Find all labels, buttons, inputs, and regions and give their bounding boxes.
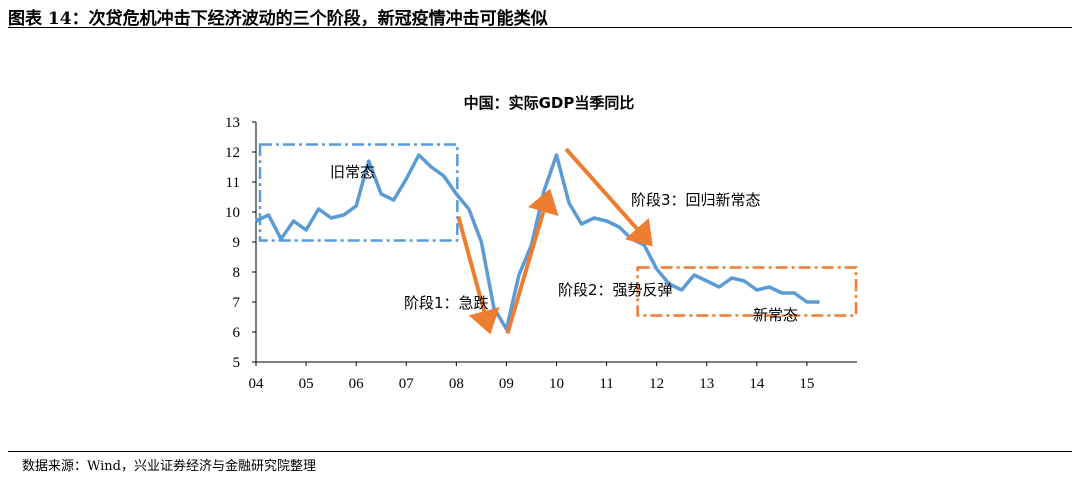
data-point xyxy=(731,277,733,279)
data-point xyxy=(368,160,370,162)
stage2-arrow xyxy=(505,188,559,335)
top-rule xyxy=(8,27,1072,28)
x-tick-label: 06 xyxy=(349,376,365,392)
data-point xyxy=(581,223,583,225)
data-point xyxy=(718,286,720,288)
old-normal-box xyxy=(258,143,459,242)
y-tick-label: 12 xyxy=(225,145,240,161)
data-point xyxy=(405,178,407,180)
data-point xyxy=(318,208,320,210)
data-point xyxy=(618,226,620,228)
data-point xyxy=(305,229,307,231)
new-normal-label: 新常态 xyxy=(753,306,798,324)
new-normal-box xyxy=(636,266,858,317)
data-point xyxy=(656,268,658,270)
data-point xyxy=(268,214,270,216)
data-point xyxy=(543,190,545,192)
data-point xyxy=(480,241,482,243)
x-tick-label: 10 xyxy=(549,376,564,392)
x-tick-label: 12 xyxy=(649,376,664,392)
data-point xyxy=(781,292,783,294)
data-point xyxy=(330,217,332,219)
y-tick-label: 5 xyxy=(233,355,241,371)
data-point xyxy=(280,238,282,240)
x-tick-label: 08 xyxy=(449,376,464,392)
data-point xyxy=(693,274,695,276)
data-point xyxy=(568,202,570,204)
data-point xyxy=(606,220,608,222)
x-tick-label: 15 xyxy=(799,376,814,392)
data-point xyxy=(793,292,795,294)
data-point xyxy=(355,205,357,207)
x-tick-label: 04 xyxy=(249,376,265,392)
gdp-series-line xyxy=(255,153,820,331)
stage2-label: 阶段2：强势反弹 xyxy=(558,281,673,299)
figure-title: 图表 14：次贷危机冲击下经济波动的三个阶段，新冠疫情冲击可能类似 xyxy=(8,9,548,29)
data-point xyxy=(380,193,382,195)
data-point xyxy=(518,274,520,276)
x-tick-label: 07 xyxy=(399,376,415,392)
x-tick-label: 14 xyxy=(749,376,765,392)
y-tick-label: 11 xyxy=(226,175,240,191)
data-point xyxy=(255,220,257,222)
data-point xyxy=(593,217,595,219)
stage3-label: 阶段3：回归新常态 xyxy=(631,191,761,209)
data-point xyxy=(668,283,670,285)
y-tick-label: 6 xyxy=(233,325,241,341)
data-point xyxy=(643,244,645,246)
data-point xyxy=(343,214,345,216)
data-point xyxy=(443,175,445,177)
y-tick-label: 13 xyxy=(225,115,240,131)
x-tick-label: 09 xyxy=(499,376,514,392)
chart-title: 中国：实际GDP当季同比 xyxy=(464,94,635,112)
data-point xyxy=(706,280,708,282)
data-point xyxy=(743,280,745,282)
y-tick-label: 10 xyxy=(225,205,240,221)
data-point xyxy=(756,289,758,291)
data-point xyxy=(430,166,432,168)
x-tick-label: 05 xyxy=(299,376,314,392)
x-tick-label: 13 xyxy=(699,376,714,392)
bottom-rule xyxy=(8,451,1072,452)
old-normal-label: 旧常态 xyxy=(330,163,375,181)
y-tick-label: 7 xyxy=(233,295,241,311)
y-tick-label: 8 xyxy=(233,265,241,281)
data-point xyxy=(418,154,420,156)
data-point xyxy=(556,154,557,156)
data-point xyxy=(681,289,683,291)
data-point xyxy=(468,208,470,210)
x-tick-label: 11 xyxy=(599,376,613,392)
data-point xyxy=(455,193,457,195)
stage1-label: 阶段1：急跌 xyxy=(404,294,489,312)
data-point xyxy=(393,199,395,201)
data-point xyxy=(818,301,820,303)
y-tick-label: 9 xyxy=(233,235,241,251)
data-point xyxy=(493,307,495,309)
data-source-note: 数据来源：Wind，兴业证券经济与金融研究院整理 xyxy=(22,459,316,474)
data-point xyxy=(631,238,633,240)
stage1-arrow xyxy=(456,215,500,335)
data-point xyxy=(768,286,770,288)
data-point xyxy=(806,301,808,303)
stage3-arrow xyxy=(564,147,653,247)
data-point xyxy=(293,220,295,222)
